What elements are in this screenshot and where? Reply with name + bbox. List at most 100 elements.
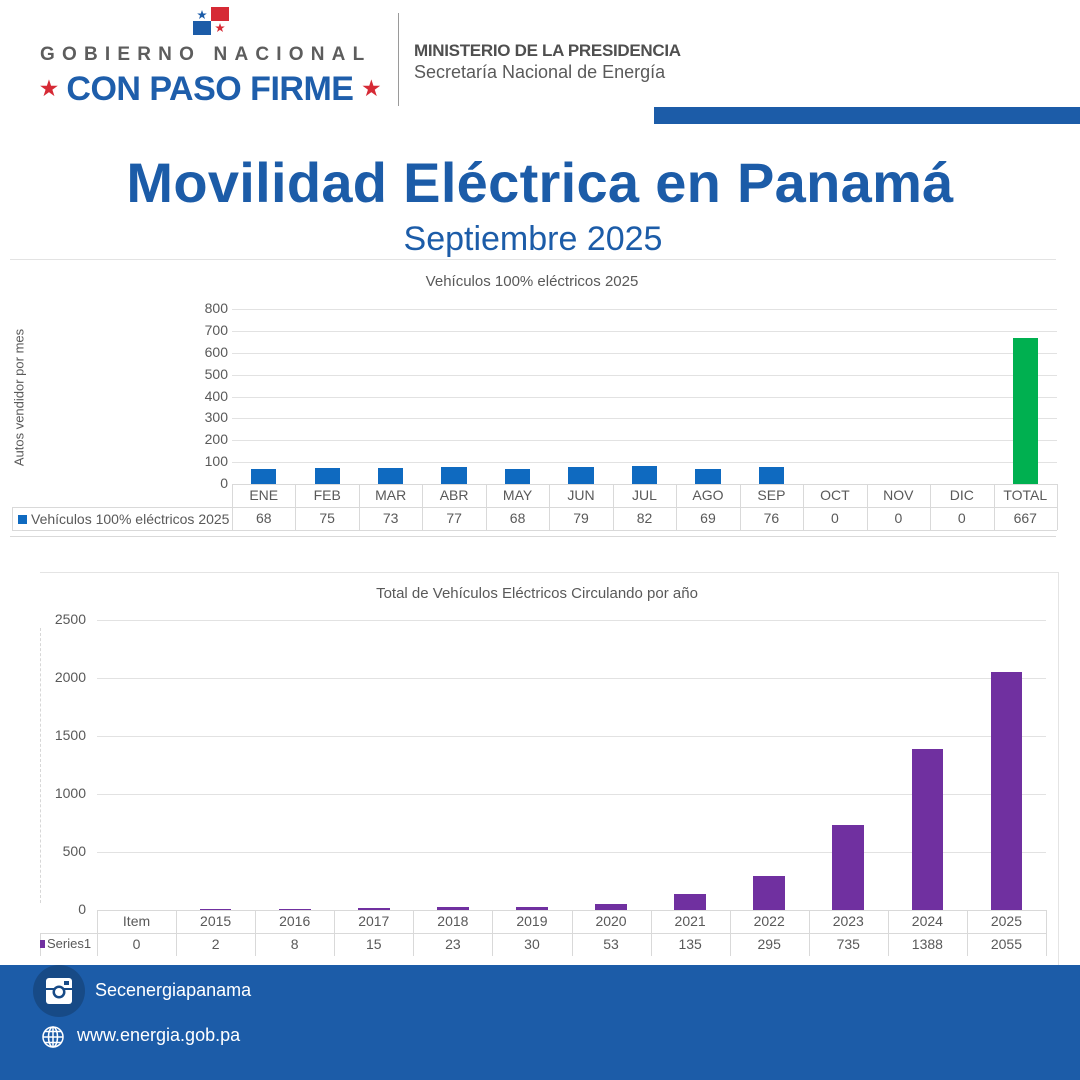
chart1-gridline (232, 440, 1057, 442)
chart1-table-rule (422, 484, 424, 530)
website-link[interactable]: www.energia.gob.pa (77, 1025, 241, 1045)
chart2-data-label: 8 (290, 936, 299, 952)
ministry-name: MINISTERIO DE LA PRESIDENCIA (414, 41, 681, 60)
chart1-table-rule (232, 484, 233, 530)
chart2-table-rule (255, 910, 257, 956)
chart2-category-label: 2015 (200, 913, 232, 929)
footer (0, 965, 1080, 1080)
chart2-table-rule (966, 910, 968, 956)
chart2-data-label: 0 (132, 936, 141, 952)
chart2-category-label: 2019 (516, 913, 548, 929)
chart2-category-label: Item (122, 913, 151, 929)
chart1-table-rule (930, 484, 932, 530)
chart2-table-rule (571, 910, 573, 956)
chart1-category-label: ENE (249, 487, 279, 503)
chart1-data-label: 69 (700, 510, 716, 526)
chart1-bar-total (1012, 338, 1038, 484)
chart2-y-tick: 2000 (54, 669, 86, 685)
chart2-data-label: 23 (445, 936, 461, 952)
chart2-table-rule (492, 910, 494, 956)
chart1-data-label: 82 (636, 510, 653, 526)
chart1-gridline (232, 374, 1057, 376)
chart2-gridline (97, 678, 1046, 679)
chart1-gridline (232, 396, 1057, 398)
chart1-bar-ene (251, 469, 277, 484)
chart2-legend-swatch (40, 940, 45, 948)
chart1-gridline (232, 418, 1057, 420)
chart1-y-tick: 0 (220, 475, 228, 491)
chart2-bar-2020 (595, 903, 627, 910)
chart1-y-tick: 400 (204, 387, 228, 404)
chart1-table-rule (866, 484, 868, 530)
chart2-table-rule (176, 910, 178, 956)
chart2-bar-2025 (990, 671, 1023, 910)
chart1-gridline (232, 309, 1057, 310)
chart2-bar-2016 (278, 908, 311, 910)
chart2-data-label: 30 (524, 936, 540, 952)
chart2-bar-2024 (911, 748, 944, 910)
chart2-category-label: 2018 (437, 913, 469, 929)
header-accent-bar (654, 107, 1080, 124)
chart2-bar-2015 (199, 908, 232, 910)
chart1-bar-ago (695, 468, 721, 484)
chart1-bar-jul (631, 466, 658, 484)
chart2-y-tick: 0 (78, 901, 86, 917)
chart1-bar-mar (377, 468, 404, 484)
chart1-data-label: 0 (957, 510, 966, 526)
chart1-category-label: OCT (820, 487, 850, 503)
chart2-legend-label: Series1 (47, 936, 92, 951)
instagram-handle[interactable]: Secenergiapanama (95, 980, 252, 1000)
chart1-table-rule (803, 484, 805, 530)
panama-flag-logo (193, 7, 229, 35)
chart1-y-tick: 100 (204, 453, 228, 470)
chart1-bar-abr (441, 467, 467, 484)
chart1-data-label: 79 (573, 510, 589, 526)
chart1-bar-feb (314, 467, 340, 484)
page-subtitle: Septiembre 2025 (403, 220, 663, 258)
logo-line-2: ★ CON PASO FIRME ★ (40, 70, 380, 109)
chart2-data-label: 1388 (911, 936, 943, 952)
chart1-data-label: 76 (763, 510, 780, 526)
chart2-table-rule (887, 910, 889, 956)
chart1-y-axis-label: Autos vendidor por mes (11, 328, 27, 467)
chart2-bar-2023 (832, 824, 865, 910)
chart2-category-label: 2017 (358, 913, 390, 929)
instagram-icon (46, 978, 72, 1004)
chart1-y-tick: 800 (204, 300, 228, 316)
chart2-title: Total de Vehículos Eléctricos Circulando… (376, 585, 698, 602)
chart2-data-label: 53 (603, 936, 619, 952)
chart1-data-label: 75 (319, 510, 335, 526)
chart1-y-tick: 300 (204, 409, 228, 426)
chart2-y-tick: 1500 (54, 727, 86, 743)
chart2-gridline (97, 852, 1046, 853)
instagram-badge[interactable] (33, 965, 85, 1017)
chart2-table-rule (729, 910, 731, 956)
chart1-category-label: TOTAL (1003, 487, 1048, 503)
chart2-data-label: 15 (366, 936, 382, 952)
logo-line-1: GOBIERNO NACIONAL (40, 44, 372, 65)
chart1-title: Vehículos 100% eléctricos 2025 (425, 273, 639, 290)
chart2-category-label: 2020 (595, 913, 627, 929)
chart1-category-label: AGO (692, 487, 724, 503)
chart1-legend-label: Vehículos 100% eléctricos 2025 (31, 511, 230, 527)
chart1-table-rule (612, 484, 614, 530)
chart1-table-rule (295, 484, 297, 530)
chart2-table-rule (1046, 910, 1047, 956)
chart2-category-label: 2024 (911, 913, 943, 929)
chart1-data-label: 0 (830, 510, 839, 526)
chart2-y-tick: 500 (62, 843, 86, 859)
chart1-category-label: FEB (313, 487, 341, 503)
chart1-table-rule (739, 484, 741, 530)
chart1-table-rule (676, 484, 678, 530)
chart1-data-label: 68 (509, 510, 526, 526)
chart1-bar-jun (568, 466, 594, 484)
chart1-table-rule (485, 484, 487, 530)
chart2-category-label: 2022 (753, 913, 785, 929)
chart1-category-label: JUL (632, 487, 657, 503)
chart1-gridline (232, 462, 1057, 464)
chart1-table-rule (12, 507, 13, 530)
star-icon: ★ (40, 78, 58, 100)
chart2-y-tick: 1000 (54, 785, 86, 801)
chart2-category-label: 2023 (832, 913, 864, 929)
chart2-gridline (97, 620, 1046, 621)
